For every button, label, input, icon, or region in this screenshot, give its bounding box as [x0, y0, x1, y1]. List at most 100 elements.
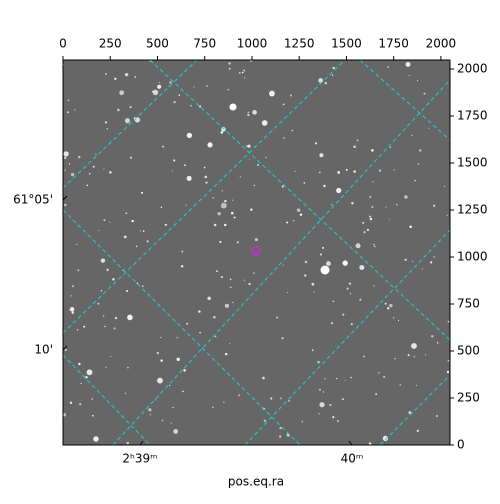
star — [70, 172, 75, 177]
star — [160, 206, 163, 208]
star — [173, 429, 179, 434]
star — [356, 139, 359, 142]
star — [382, 435, 389, 441]
star — [276, 316, 279, 319]
star — [253, 184, 256, 187]
star — [331, 74, 334, 76]
star — [416, 80, 419, 82]
star — [387, 307, 390, 310]
x-tick-label: 2000 — [426, 37, 457, 51]
star — [64, 348, 67, 352]
star — [117, 108, 120, 112]
star — [301, 421, 304, 423]
star — [247, 113, 250, 117]
star — [243, 69, 246, 72]
star — [404, 258, 407, 261]
star — [212, 406, 214, 408]
star — [204, 175, 208, 179]
star — [92, 165, 95, 168]
star — [104, 325, 106, 328]
star — [88, 172, 91, 175]
star — [263, 419, 267, 422]
star — [203, 166, 206, 169]
star — [346, 287, 349, 290]
star — [392, 317, 395, 319]
star — [331, 204, 333, 206]
star — [103, 168, 105, 170]
star — [217, 211, 221, 216]
star — [303, 182, 306, 184]
star — [126, 441, 130, 445]
star — [172, 406, 174, 409]
star — [279, 397, 282, 400]
star — [326, 261, 331, 266]
star — [69, 307, 75, 312]
star — [362, 221, 365, 224]
x-tick-label: 250 — [99, 37, 122, 51]
star — [63, 412, 66, 417]
star — [119, 90, 125, 96]
y-tick-label: 750 — [457, 297, 480, 311]
star — [314, 142, 318, 145]
star — [353, 170, 356, 173]
star — [342, 260, 348, 266]
star — [447, 359, 450, 362]
star — [146, 240, 149, 243]
star — [232, 301, 234, 304]
star — [359, 264, 365, 271]
star — [106, 127, 109, 130]
star — [324, 81, 327, 85]
star — [134, 76, 137, 78]
star — [256, 163, 260, 167]
x-tick-label: 1250 — [284, 37, 315, 51]
star — [409, 225, 412, 228]
star — [407, 354, 410, 357]
star — [160, 359, 163, 362]
wcs-grid — [63, 60, 450, 445]
ra-grid-line — [112, 79, 450, 445]
star — [78, 362, 81, 366]
star — [319, 153, 324, 158]
star — [109, 221, 111, 223]
star — [64, 169, 66, 171]
star — [408, 74, 410, 77]
star — [336, 377, 338, 380]
star — [417, 163, 420, 165]
star — [373, 285, 375, 287]
star — [171, 170, 174, 172]
star — [103, 219, 106, 222]
star — [296, 208, 301, 213]
star — [283, 137, 285, 139]
ra-grid-line — [63, 60, 346, 334]
star — [185, 204, 187, 206]
star — [162, 145, 165, 148]
star — [225, 352, 228, 356]
star — [250, 208, 253, 211]
star — [416, 384, 418, 386]
star — [124, 72, 129, 77]
star — [199, 105, 202, 108]
star — [164, 223, 167, 226]
star — [269, 90, 275, 97]
star — [288, 400, 290, 402]
star — [264, 156, 267, 159]
star — [173, 100, 176, 104]
star — [261, 120, 268, 126]
star — [304, 260, 308, 264]
star — [125, 212, 128, 215]
star — [330, 322, 334, 325]
x-tick-label: 1500 — [331, 37, 362, 51]
star — [428, 127, 430, 129]
star — [220, 276, 223, 279]
star — [199, 331, 201, 334]
star — [289, 94, 293, 97]
star — [291, 129, 294, 132]
star — [100, 290, 103, 292]
star — [399, 384, 401, 386]
star — [77, 269, 80, 272]
star — [374, 245, 376, 248]
star — [375, 393, 378, 396]
stars — [63, 60, 450, 445]
x-tick-label: 500 — [146, 37, 169, 51]
